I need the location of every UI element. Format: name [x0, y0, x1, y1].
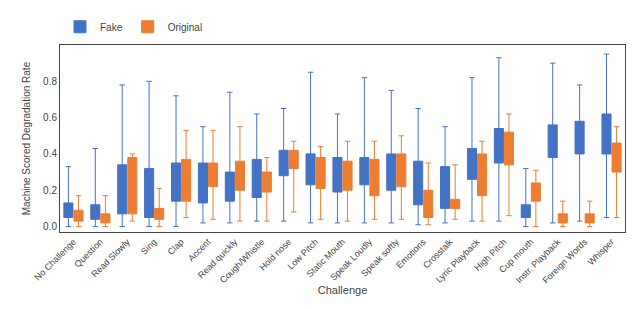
- svg-text:Cough/Whistle: Cough/Whistle: [218, 237, 266, 285]
- svg-text:Machine Scored Degradation Rat: Machine Scored Degradation Rate: [21, 61, 32, 215]
- svg-text:Instr. Playback: Instr. Playback: [514, 236, 563, 285]
- svg-text:Hold nose: Hold nose: [258, 237, 294, 273]
- svg-text:Original: Original: [168, 22, 202, 33]
- svg-text:Accent: Accent: [186, 236, 213, 263]
- svg-text:Fake: Fake: [100, 22, 123, 33]
- svg-text:Sing: Sing: [139, 237, 159, 257]
- svg-text:Clap: Clap: [166, 237, 186, 257]
- svg-text:Speak softly: Speak softly: [359, 236, 401, 278]
- svg-text:Low Pitch: Low Pitch: [286, 237, 321, 272]
- svg-text:Question: Question: [72, 237, 105, 270]
- svg-text:Cup mouth: Cup mouth: [497, 237, 535, 275]
- svg-text:Emotions: Emotions: [394, 236, 428, 270]
- svg-text:0.6: 0.6: [43, 112, 57, 123]
- svg-text:Speak Loudly: Speak Loudly: [328, 236, 374, 282]
- svg-text:Challenge: Challenge: [318, 284, 368, 296]
- svg-text:Lyric Playback: Lyric Playback: [434, 236, 482, 284]
- svg-text:Whisper: Whisper: [586, 237, 616, 267]
- svg-text:Read quickly: Read quickly: [196, 236, 240, 280]
- svg-text:0.0: 0.0: [43, 221, 57, 232]
- svg-text:0.8: 0.8: [43, 76, 57, 87]
- svg-text:Foreign Words: Foreign Words: [541, 236, 590, 285]
- svg-text:No Challenge: No Challenge: [32, 237, 78, 283]
- svg-text:Static Mouth: Static Mouth: [305, 237, 347, 279]
- svg-text:High Pitch: High Pitch: [472, 237, 508, 273]
- svg-text:Read Slowly: Read Slowly: [89, 236, 132, 279]
- svg-text:0.4: 0.4: [43, 148, 57, 159]
- svg-text:0.2: 0.2: [43, 185, 57, 196]
- svg-text:Crosstalk: Crosstalk: [421, 236, 455, 270]
